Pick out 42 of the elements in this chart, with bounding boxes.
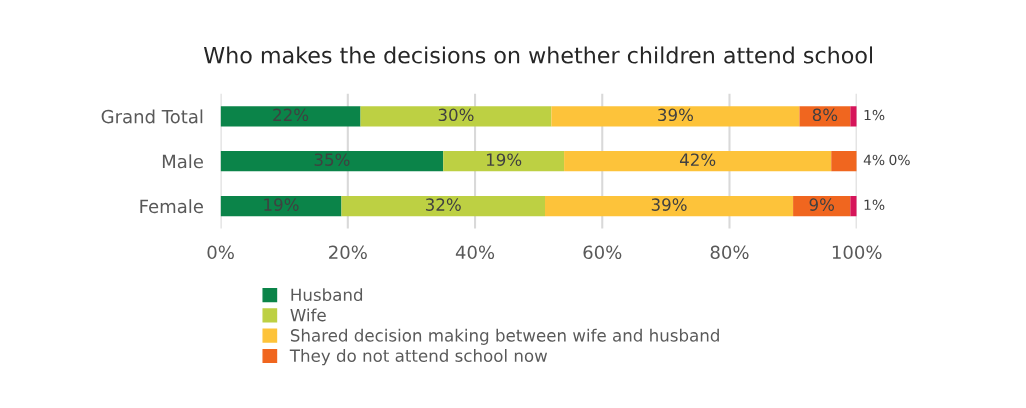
- data-label: 39%: [658, 108, 694, 122]
- y-tick-label: Female: [140, 199, 203, 214]
- data-label: 0%: [889, 154, 910, 166]
- bar: [564, 151, 832, 172]
- y-tick-label: Grand Total: [101, 109, 203, 124]
- x-tick-label: 60%: [583, 245, 622, 260]
- y-tick-label: Male: [162, 154, 203, 169]
- data-label: 32%: [425, 198, 461, 211]
- legend-label: Husband: [291, 288, 363, 302]
- bar: [443, 151, 565, 172]
- bar: [850, 195, 857, 217]
- bar: [793, 195, 851, 217]
- x-tick-label: 80%: [710, 245, 749, 260]
- data-label: 19%: [486, 153, 522, 166]
- x-tick-label: 40%: [455, 245, 495, 260]
- bar: [220, 151, 444, 172]
- x-tick-label: 100%: [832, 245, 882, 260]
- data-label: 1%: [864, 199, 885, 211]
- data-label: 1%: [864, 109, 885, 121]
- data-label: 30%: [438, 108, 474, 122]
- x-tick-label: 20%: [329, 245, 367, 260]
- bar: [831, 151, 857, 172]
- bar: [551, 106, 800, 127]
- data-label: 19%: [264, 198, 299, 211]
- bar: [545, 195, 794, 217]
- legend-label: They do not attend school now: [289, 349, 548, 366]
- legend-label: Shared decision making between wife and husband: [290, 328, 719, 345]
- bar: [360, 106, 552, 127]
- x-tick-label: 0%: [207, 245, 234, 260]
- bar: [850, 106, 857, 127]
- legend-label: Wife: [290, 308, 326, 322]
- data-label: 8%: [812, 108, 838, 122]
- data-label: 22%: [273, 108, 309, 122]
- data-label: 39%: [651, 198, 687, 211]
- data-label: 9%: [809, 198, 835, 211]
- bar: [220, 195, 342, 217]
- data-label: 42%: [679, 153, 716, 166]
- chart-title: Who makes the decisions on whether children attend school: [203, 46, 873, 64]
- bar: [220, 106, 361, 127]
- data-label: 4%: [863, 154, 885, 166]
- data-label: 35%: [314, 153, 350, 166]
- bar: [341, 195, 546, 217]
